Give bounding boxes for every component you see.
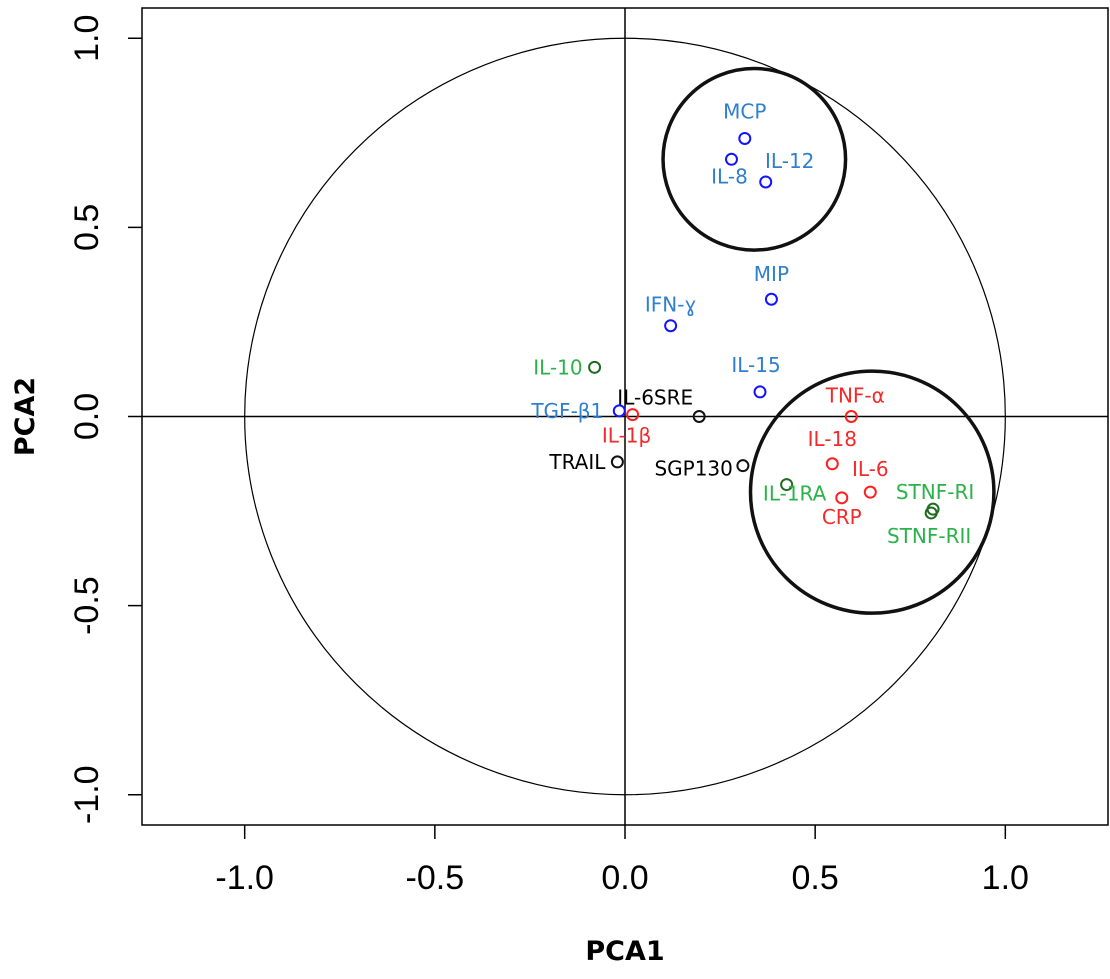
label-tgf-1: TGF-β1 bbox=[530, 399, 603, 423]
y-tick-label: -1.0 bbox=[68, 765, 106, 824]
point-il-1ra bbox=[780, 478, 794, 492]
y-tick-label: 0.5 bbox=[68, 204, 106, 251]
label-il-12: IL-12 bbox=[765, 149, 814, 173]
point-il-15 bbox=[753, 385, 767, 399]
x-tick-label: -0.5 bbox=[406, 859, 465, 897]
label-il-6: IL-6 bbox=[852, 457, 889, 481]
label-crp: CRP bbox=[822, 505, 862, 529]
x-tick-label: 1.0 bbox=[982, 859, 1029, 897]
point-tgf-1 bbox=[612, 404, 626, 418]
point-sgp130 bbox=[736, 459, 750, 473]
point-il-1 bbox=[626, 408, 640, 422]
x-tick-label: -1.0 bbox=[215, 859, 274, 897]
point-ifn bbox=[664, 319, 678, 333]
point-il-12 bbox=[759, 175, 773, 189]
label-ifn: IFN-ɣ bbox=[645, 293, 697, 317]
label-stnf-ri: STNF-RI bbox=[896, 480, 974, 504]
x-axis-title: PCA1 bbox=[585, 936, 664, 967]
y-tick-label: 0.0 bbox=[68, 393, 106, 440]
point-il-10 bbox=[588, 360, 602, 374]
label-il-8: IL-8 bbox=[711, 164, 748, 188]
point-il-8 bbox=[724, 152, 738, 166]
label-mcp: MCP bbox=[723, 99, 766, 123]
point-mip bbox=[764, 292, 778, 306]
label-il-18: IL-18 bbox=[808, 427, 857, 451]
point-il-6sre bbox=[692, 410, 706, 423]
y-axis-title: PCA2 bbox=[10, 377, 41, 456]
data-points bbox=[588, 131, 940, 520]
point-il-6 bbox=[863, 485, 877, 499]
label-stnf-rii: STNF-RII bbox=[887, 524, 971, 548]
label-il-15: IL-15 bbox=[731, 353, 780, 377]
data-labels: MCP IL-8 IL-12 MIP IFN-ɣ IL-15 TGF-β1 IL-10 IL-1… bbox=[530, 99, 974, 547]
y-tick-label: 1.0 bbox=[68, 15, 106, 62]
label-sgp130: SGP130 bbox=[654, 457, 732, 481]
point-tnf bbox=[844, 410, 858, 423]
label-il-1ra: IL-1RA bbox=[763, 482, 827, 506]
label-tnf: TNF-α bbox=[825, 384, 885, 408]
x-tick-label: 0.0 bbox=[601, 859, 648, 897]
label-trail: TRAIL bbox=[548, 450, 606, 474]
y-tick-label: -0.5 bbox=[68, 576, 106, 635]
label-mip: MIP bbox=[754, 262, 789, 286]
point-crp bbox=[835, 491, 849, 505]
point-il-18 bbox=[825, 457, 839, 471]
y-axis: -1.0 -0.5 0.0 0.5 1.0 bbox=[68, 15, 142, 824]
point-mcp bbox=[738, 131, 752, 145]
point-stnf-rii bbox=[924, 506, 938, 520]
label-il-10: IL-10 bbox=[533, 355, 582, 379]
x-tick-label: 0.5 bbox=[792, 859, 839, 897]
highlight-circle-1 bbox=[661, 66, 848, 252]
label-il-6sre: IL-6SRE bbox=[617, 386, 693, 410]
x-axis: -1.0 -0.5 0.0 0.5 1.0 bbox=[215, 825, 1029, 897]
plot-area bbox=[141, 7, 1109, 826]
label-il-1: IL-1β bbox=[602, 424, 651, 448]
highlight-circle-2 bbox=[748, 369, 996, 615]
point-trail bbox=[610, 455, 624, 469]
